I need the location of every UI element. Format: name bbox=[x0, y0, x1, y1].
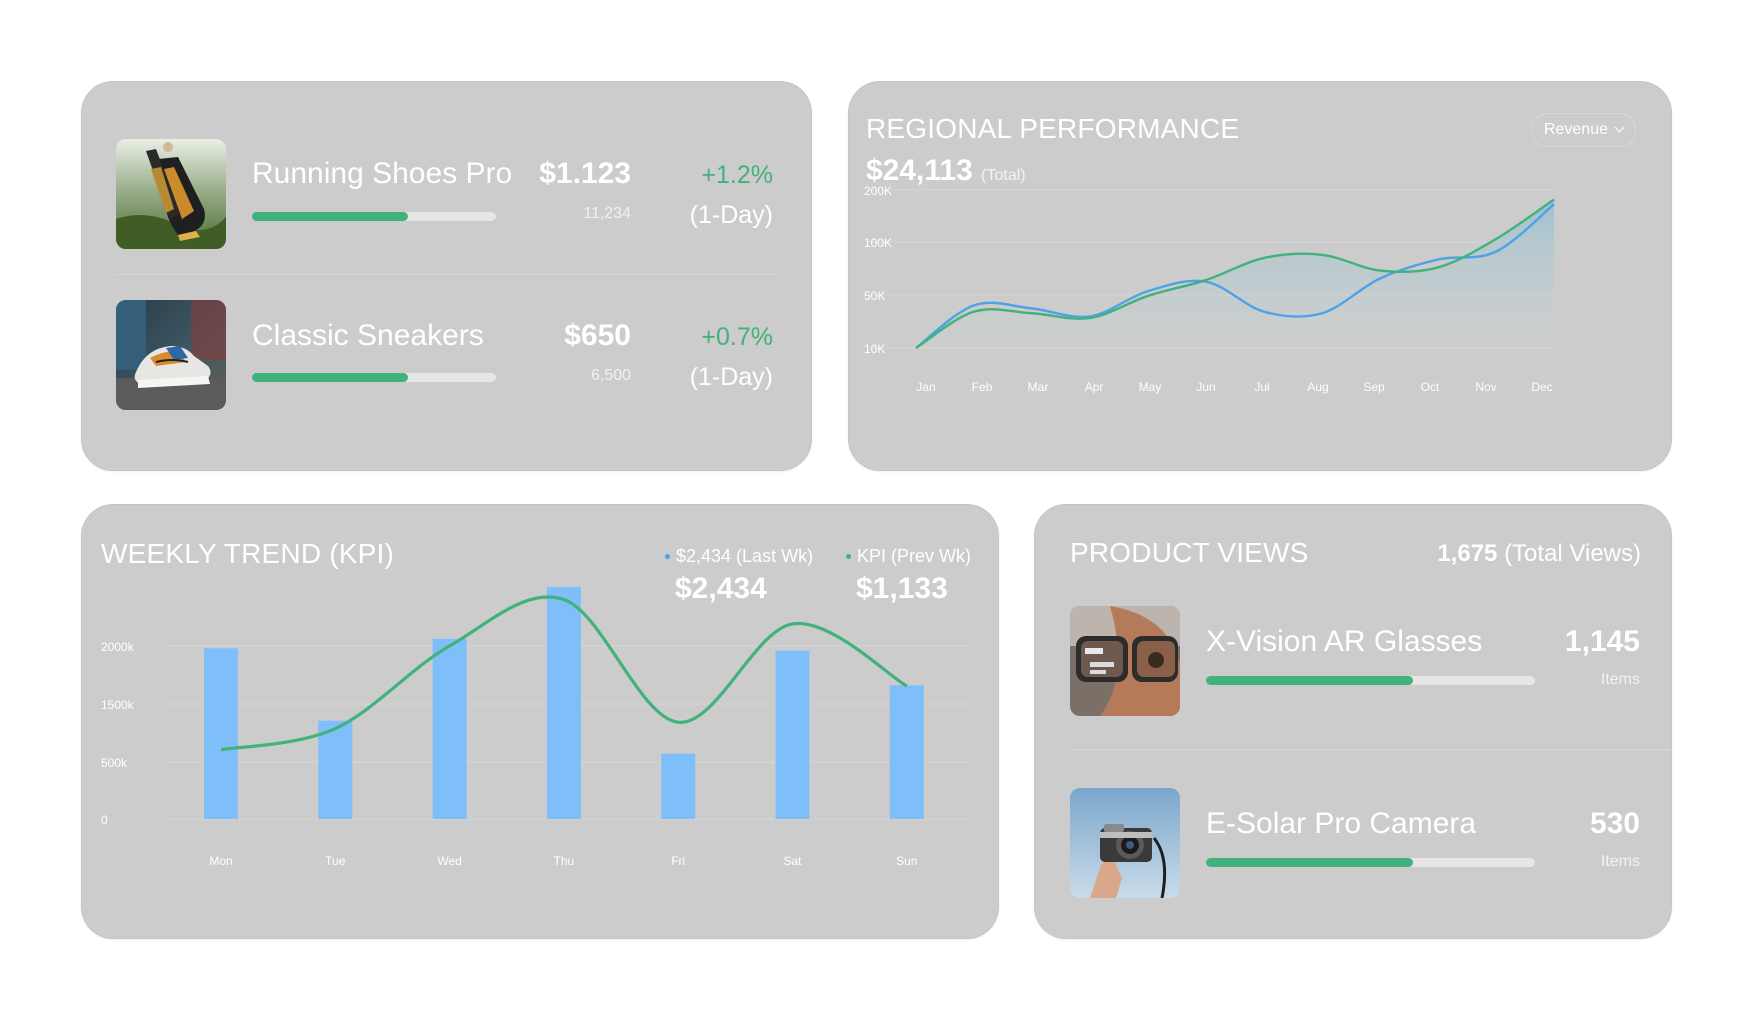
x-tick-label: May bbox=[1139, 380, 1162, 394]
product-views-card: PRODUCT VIEWS 1,675 (Total Views) X-Visi… bbox=[1034, 504, 1672, 939]
views-unit: Items bbox=[1600, 671, 1640, 688]
legend-prev-week: KPI (Prev Wk) bbox=[846, 546, 971, 567]
sneaker-photo-icon bbox=[116, 300, 226, 410]
card-title: PRODUCT VIEWS bbox=[1070, 537, 1309, 568]
y-tick-label: 0 bbox=[101, 813, 108, 827]
views-progress-fill bbox=[1206, 858, 1414, 867]
total-value: 1,675 bbox=[1437, 540, 1498, 567]
product-progress-fill bbox=[252, 373, 409, 382]
x-tick-label: Mar bbox=[1028, 380, 1049, 394]
product-progress-bar bbox=[252, 212, 496, 221]
legend-dot bbox=[846, 554, 851, 559]
x-tick-label: Wed bbox=[437, 854, 461, 868]
product-units: 11,234 bbox=[583, 205, 631, 222]
x-tick-label: Mon bbox=[209, 854, 232, 868]
x-tick-label: Aug bbox=[1307, 380, 1328, 394]
bar bbox=[318, 720, 353, 819]
product-units: 6,500 bbox=[590, 367, 631, 384]
views-progress-bar bbox=[1206, 858, 1535, 867]
y-tick-label: 200K bbox=[864, 184, 892, 198]
card-title: REGIONAL PERFORMANCE bbox=[866, 113, 1240, 144]
total-note: (Total Views) bbox=[1504, 540, 1641, 567]
y-tick-label: 10K bbox=[864, 342, 885, 356]
regional-total: $24,113 (Total) bbox=[866, 154, 1026, 188]
glasses-photo-icon bbox=[1070, 606, 1180, 716]
classic-sneakers-image bbox=[116, 300, 226, 410]
x-tick-label: Jan bbox=[916, 380, 935, 394]
row-divider bbox=[1070, 749, 1672, 750]
x-tick-label: Sat bbox=[783, 854, 802, 868]
shoe-photo-icon bbox=[116, 139, 226, 249]
product-name: E-Solar Pro Camera bbox=[1206, 807, 1477, 840]
product-progress-bar bbox=[252, 373, 496, 382]
x-tick-label: Tue bbox=[325, 854, 346, 868]
bar bbox=[546, 586, 581, 819]
product-change: +0.7% bbox=[701, 323, 773, 351]
bar bbox=[775, 650, 810, 819]
product-name: X-Vision AR Glasses bbox=[1206, 625, 1483, 658]
x-tick-label: Jun bbox=[1196, 380, 1215, 394]
x-tick-label: Nov bbox=[1475, 380, 1496, 394]
x-tick-label: Jul bbox=[1254, 380, 1269, 394]
y-tick-label: 1500k bbox=[101, 698, 135, 712]
views-total: 1,675 (Total Views) bbox=[1437, 540, 1641, 568]
y-tick-label: 100K bbox=[864, 236, 892, 250]
views-unit: Items bbox=[1600, 853, 1640, 870]
bar bbox=[889, 685, 924, 819]
kpi-line bbox=[220, 595, 908, 752]
x-tick-label: Feb bbox=[972, 380, 993, 394]
series-line-blue bbox=[915, 203, 1555, 349]
legend-label: $2,434 (Last Wk) bbox=[676, 546, 814, 566]
legend-last-week: $2,434 (Last Wk) bbox=[665, 546, 813, 567]
x-tick-label: Dec bbox=[1531, 380, 1552, 394]
product-name: Classic Sneakers bbox=[252, 319, 484, 352]
product-sales-card: Running Shoes Pro $1.123 11,234 +1.2% (1… bbox=[81, 81, 812, 471]
product-period: (1-Day) bbox=[689, 363, 773, 391]
x-tick-label: Oct bbox=[1421, 380, 1440, 394]
metric-dropdown[interactable]: Revenue bbox=[1530, 113, 1636, 147]
y-tick-label: 500k bbox=[101, 756, 128, 770]
ar-glasses-image bbox=[1070, 606, 1180, 716]
series-area bbox=[916, 199, 1554, 348]
card-title: WEEKLY TREND (KPI) bbox=[101, 538, 394, 569]
legend-label: KPI (Prev Wk) bbox=[857, 546, 972, 566]
x-tick-label: Fri bbox=[671, 854, 685, 868]
y-tick-label: 2000k bbox=[101, 640, 135, 654]
product-change: +1.2% bbox=[701, 161, 773, 189]
views-progress-fill bbox=[1206, 676, 1414, 685]
product-price: $650 bbox=[564, 319, 631, 352]
bar bbox=[432, 638, 467, 819]
legend-dot bbox=[665, 554, 670, 559]
weekly-trend-card: WEEKLY TREND (KPI) $2,434 (Last Wk) KPI … bbox=[81, 504, 999, 939]
views-progress-bar bbox=[1206, 676, 1535, 685]
solar-camera-image bbox=[1070, 788, 1180, 898]
views-count: 1,145 bbox=[1564, 625, 1640, 658]
bar bbox=[204, 648, 238, 819]
bar bbox=[661, 753, 696, 819]
x-tick-label: Apr bbox=[1085, 380, 1104, 394]
running-shoes-image bbox=[116, 139, 226, 249]
regional-line-chart: 200K 100K 50K 10K Jan Feb Mar Apr May Jun Jul Aug Se… bbox=[864, 184, 1555, 394]
y-tick-label: 50K bbox=[864, 289, 885, 303]
dropdown-value: Revenue bbox=[1543, 121, 1608, 138]
product-price: $1.123 bbox=[539, 157, 631, 190]
total-note: (Total) bbox=[981, 167, 1026, 184]
product-name: Running Shoes Pro bbox=[252, 157, 513, 190]
regional-performance-card: REGIONAL PERFORMANCE $24,113 (Total) Rev… bbox=[848, 81, 1672, 471]
x-tick-label: Sep bbox=[1363, 380, 1385, 394]
series-line-green bbox=[915, 198, 1555, 350]
camera-photo-icon bbox=[1070, 788, 1180, 898]
prev-week-value: $1,133 bbox=[856, 572, 948, 605]
x-tick-label: Thu bbox=[554, 854, 575, 868]
weekly-bar-chart: 2000k 1500k 500k 0 Mon Tue Wed Thu Fri Sat Sun bbox=[101, 586, 969, 868]
views-count: 530 bbox=[1589, 807, 1640, 840]
last-week-value: $2,434 bbox=[675, 572, 767, 605]
total-value: $24,113 bbox=[866, 154, 973, 187]
product-period: (1-Day) bbox=[689, 201, 773, 229]
product-progress-fill bbox=[252, 212, 409, 221]
row-divider bbox=[116, 274, 775, 275]
x-tick-label: Sun bbox=[896, 854, 917, 868]
